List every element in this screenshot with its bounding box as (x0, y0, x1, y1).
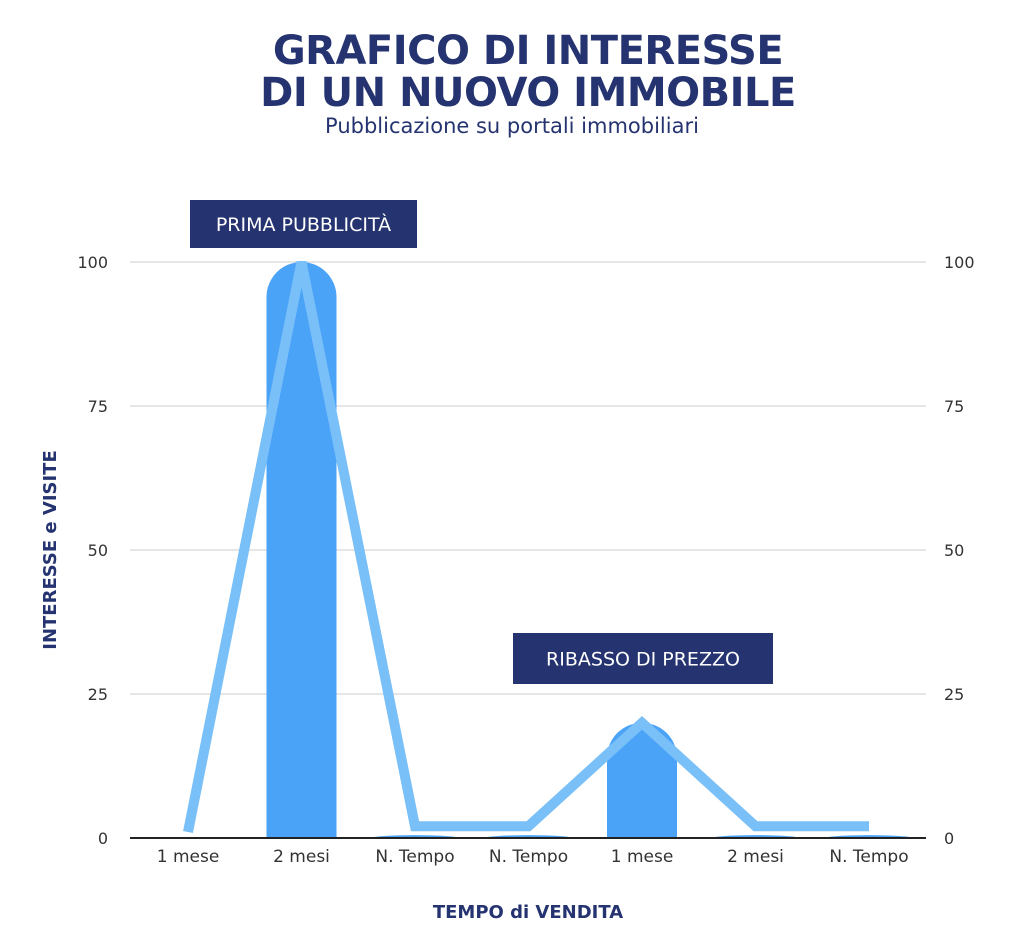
y-tick-label-right: 50 (944, 541, 964, 560)
x-tick-label: 1 mese (611, 847, 674, 867)
y-tick-label-right: 25 (944, 685, 964, 704)
annotation-text: PRIMA PUBBLICITÀ (216, 213, 391, 236)
y-tick-label-right: 100 (944, 253, 975, 272)
annotation-text: RIBASSO DI PREZZO (546, 649, 740, 671)
annotations: PRIMA PUBBLICITÀ RIBASSO DI PREZZO (190, 200, 773, 684)
y-axis-title: INTERESSE e VISITE (40, 450, 61, 650)
annotation-box (190, 200, 417, 248)
bar (607, 722, 677, 838)
y-tick-label-left: 100 (77, 253, 108, 272)
x-tick-label: N. Tempo (489, 847, 568, 867)
annotation-label: PRIMA PUBBLICITÀ (190, 200, 417, 248)
grid-lines (130, 261, 926, 695)
x-tick-label: N. Tempo (829, 847, 908, 867)
series-line (183, 261, 869, 833)
y-tick-label-right: 75 (944, 397, 964, 416)
y-tick-label-right: 0 (944, 829, 954, 848)
chart-title-line-1: GRAFICO DI INTERESSE (272, 28, 784, 74)
x-tick-label: 1 mese (157, 847, 220, 867)
y-tick-label-left: 0 (98, 829, 108, 848)
chart-title: GRAFICO DI INTERESSE DI UN NUOVO IMMOBIL… (0, 30, 1024, 114)
y-tick-label-left: 25 (88, 685, 108, 704)
bar (266, 262, 337, 838)
annotation-box (513, 633, 773, 684)
axis-labels: 0 25 50 75 100 0 25 50 75 100 1 mese 2 mesi N. Tempo… (77, 253, 974, 867)
x-tick-label: 2 mesi (727, 847, 784, 867)
x-tick-label: N. Tempo (375, 847, 454, 867)
chart-subtitle: Pubblicazione su portali immobiliari (325, 114, 699, 138)
y-tick-label-left: 50 (88, 541, 108, 560)
x-axis-title: TEMPO di VENDITA (433, 902, 623, 923)
chart-title-line-2: DI UN NUOVO IMMOBILE (260, 70, 796, 116)
y-tick-label-left: 75 (88, 397, 108, 416)
x-tick-label: 2 mesi (273, 847, 330, 867)
line-series (183, 261, 869, 833)
annotation-label: RIBASSO DI PREZZO (513, 633, 773, 684)
